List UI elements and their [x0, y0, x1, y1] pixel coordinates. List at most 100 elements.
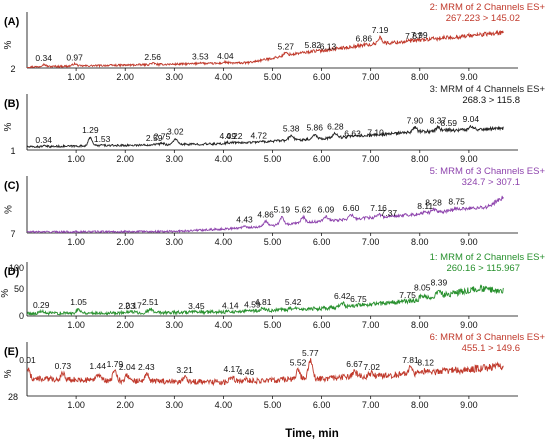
peak-label: 0.29: [33, 300, 50, 310]
x-tick-label: 4.00: [215, 400, 233, 410]
transition-label: 267.223 > 145.02: [446, 13, 520, 24]
x-tick-label: 6.00: [313, 154, 331, 164]
y-tick-label: 28: [8, 392, 18, 402]
x-tick-label: 5.00: [264, 154, 282, 164]
peak-label: 7.37: [381, 208, 398, 218]
panel-5: 1.00 2.00 3.00 4.00 5.00 6.00 7.00 8.00 9.00 (E)%…: [3, 332, 545, 440]
x-tick-label: 3.00: [166, 72, 184, 82]
x-tick-label: 9.00: [460, 237, 478, 247]
peak-label: 5.82: [304, 40, 321, 50]
peak-label: 9.04: [463, 114, 480, 124]
peak-label: 1.29: [82, 125, 99, 135]
y-axis-symbol: %: [3, 40, 14, 49]
peak-label: 6.28: [327, 121, 344, 131]
x-tick-label: 5.00: [264, 320, 282, 330]
chromatogram-trace: [26, 195, 504, 234]
x-tick-label: 9.00: [460, 400, 478, 410]
transition-label: 268.3 > 115.8: [462, 95, 520, 106]
x-tick-label: 1.00: [67, 72, 85, 82]
peak-label: 2.56: [144, 52, 161, 62]
x-tick-label: 9.00: [460, 320, 478, 330]
panel-4: 1.00 2.00 3.00 4.00 5.00 6.00 7.00 8.00 9.00 (D)%…: [0, 252, 545, 330]
panel-label: (B): [4, 98, 20, 110]
y-axis-symbol: %: [3, 205, 14, 214]
peak-label: 3.53: [192, 51, 209, 61]
peak-label: 8.05: [414, 283, 431, 293]
x-axis-title: Time, min: [285, 428, 338, 440]
peak-label: 5.52: [290, 358, 307, 368]
y-tick-label: 1: [10, 146, 15, 156]
peak-label: 1.79: [107, 359, 124, 369]
y-tick-label: 7: [10, 229, 15, 239]
chromatogram-trace: [26, 284, 504, 317]
channel-title: 6: MRM of 3 Channels ES+: [430, 332, 546, 343]
peak-label: 8.11: [417, 201, 433, 211]
y-tick-label: 100: [9, 263, 24, 273]
peak-label: 6.86: [356, 34, 373, 44]
x-tick-label: 7.00: [362, 72, 380, 82]
peak-label: 6.75: [350, 294, 367, 304]
peak-label: 4.86: [257, 209, 274, 219]
x-tick-label: 8.00: [411, 72, 429, 82]
x-tick-label: 1.00: [67, 320, 85, 330]
transition-label: 260.16 > 115.967: [446, 263, 520, 274]
peak-label: 6.63: [344, 129, 361, 139]
peak-label: 3.45: [188, 301, 205, 311]
peak-label: 7.75: [399, 290, 416, 300]
peak-label: 0.97: [66, 52, 83, 62]
x-tick-label: 7.00: [362, 154, 380, 164]
peak-label: 4.22: [226, 131, 243, 141]
x-tick-label: 1.00: [67, 237, 85, 247]
peak-label: 7.02: [363, 362, 380, 372]
peak-label: 4.17: [223, 364, 240, 374]
chromatogram-trace: [26, 124, 504, 149]
y-tick-label: 0: [19, 311, 24, 321]
peak-label: 4.43: [236, 215, 253, 225]
y-tick-label: 50: [14, 284, 24, 294]
peak-label: 6.09: [318, 205, 335, 215]
peak-label: 7.87: [405, 31, 422, 41]
x-tick-label: 5.00: [264, 237, 282, 247]
x-tick-label: 9.00: [460, 154, 478, 164]
channel-title: 2: MRM of 2 Channels ES+: [430, 2, 546, 13]
transition-label: 324.7 > 307.1: [462, 177, 520, 188]
peak-label: 2.75: [154, 132, 171, 142]
x-tick-label: 6.00: [313, 400, 331, 410]
peak-label: 8.59: [440, 118, 457, 128]
x-tick-label: 8.00: [411, 154, 429, 164]
peak-label: 6.13: [320, 41, 337, 51]
x-tick-label: 2.00: [116, 400, 134, 410]
x-tick-label: 1.00: [67, 400, 85, 410]
peak-label: 7.16: [370, 203, 387, 213]
panel-label: (D): [4, 266, 20, 278]
x-tick-label: 2.00: [116, 320, 134, 330]
x-tick-label: 3.00: [166, 154, 184, 164]
peak-label: 3.21: [176, 365, 193, 375]
x-tick-label: 6.00: [313, 237, 331, 247]
panel-label: (E): [4, 346, 19, 358]
peak-label: 8.12: [417, 358, 434, 368]
chromatogram-trace: [26, 358, 504, 387]
peak-label: 2.17: [125, 301, 142, 311]
peak-label: 0.01: [19, 355, 36, 365]
y-axis-symbol: %: [3, 369, 14, 378]
panel-2: 1.00 2.00 3.00 4.00 5.00 6.00 7.00 8.00 9.00 (B)%…: [3, 84, 545, 164]
peak-label: 2.04: [119, 362, 136, 372]
x-tick-label: 6.00: [313, 320, 331, 330]
x-tick-label: 4.00: [215, 72, 233, 82]
peak-label: 0.34: [35, 135, 52, 145]
peak-label: 7.81: [402, 355, 419, 365]
peak-label: 4.04: [217, 51, 234, 61]
peak-label: 5.62: [295, 205, 312, 215]
peak-label: 5.27: [277, 41, 294, 51]
y-axis-symbol: %: [3, 122, 14, 131]
peak-label: 8.75: [448, 197, 465, 207]
panel-1: 1.00 2.00 3.00 4.00 5.00 6.00 7.00 8.00 9.00 (A)%…: [3, 2, 545, 82]
x-tick-label: 8.00: [411, 400, 429, 410]
peak-label: 2.59: [146, 133, 163, 143]
peak-label: 5.86: [306, 122, 323, 132]
peak-label: 7.10: [367, 128, 384, 138]
panel-3: 1.00 2.00 3.00 4.00 5.00 6.00 7.00 8.00 9.00 (C)%…: [3, 166, 545, 247]
x-tick-label: 4.00: [215, 154, 233, 164]
